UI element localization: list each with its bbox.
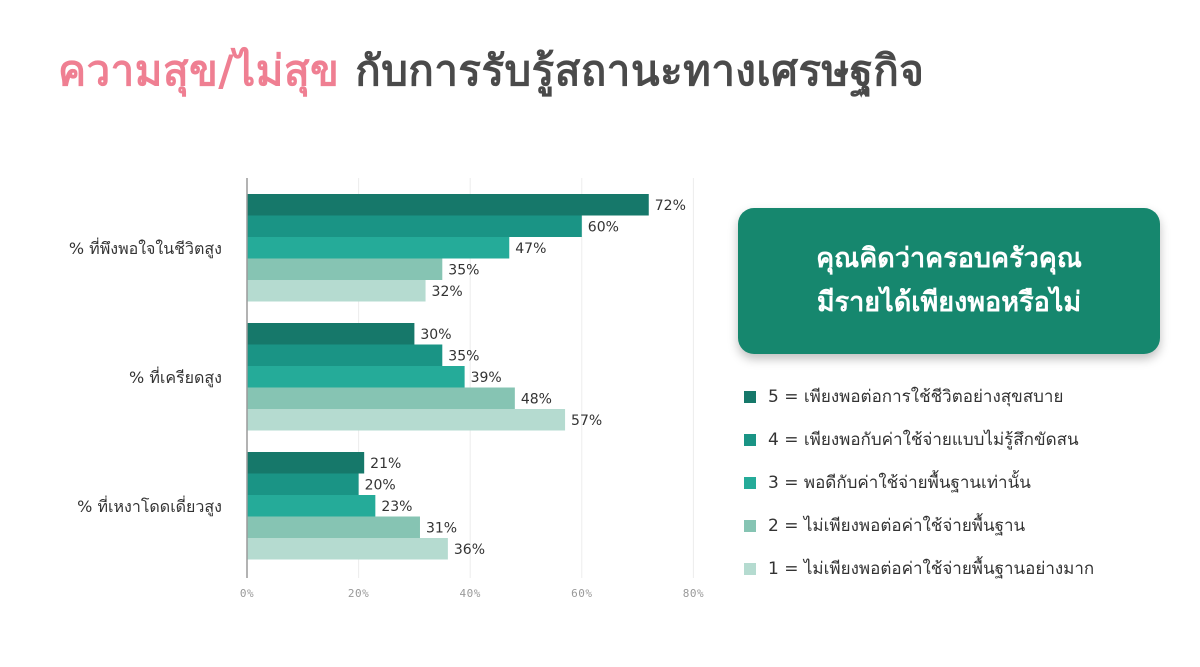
legend-label: 5 = เพียงพอต่อการใช้ชีวิตอย่างสุขสบาย	[768, 387, 1064, 407]
value-label: 60%	[588, 219, 619, 235]
x-tick-label: 60%	[571, 587, 592, 600]
x-tick-label: 80%	[683, 587, 704, 600]
bar	[247, 237, 510, 259]
category-label: % ที่เครียดสูง	[129, 366, 222, 388]
legend-item: 5 = เพียงพอต่อการใช้ชีวิตอย่างสุขสบาย	[744, 375, 1094, 418]
category-label: % ที่เหงาโดดเดี่ยวสูง	[77, 495, 222, 517]
x-tick-label: 20%	[348, 587, 369, 600]
value-label: 72%	[655, 198, 686, 214]
bar	[247, 452, 365, 474]
value-label: 35%	[448, 262, 479, 278]
x-tick-label: 40%	[460, 587, 481, 600]
value-label: 39%	[471, 370, 502, 386]
bar	[247, 215, 582, 237]
bar	[247, 516, 420, 538]
legend-swatch	[744, 433, 756, 446]
bar	[247, 538, 448, 560]
value-label: 21%	[370, 456, 401, 472]
legend-swatch	[744, 390, 756, 403]
legend-label: 3 = พอดีกับค่าใช้จ่ายพื้นฐานเท่านั้น	[768, 473, 1031, 493]
bar	[247, 323, 415, 345]
value-label: 36%	[454, 542, 485, 558]
chart-title: ความสุข/ไม่สุข กับการรับรู้สถานะทางเศรษฐก…	[58, 38, 924, 104]
legend-swatch	[744, 562, 756, 575]
bar	[247, 473, 359, 495]
legend-item: 3 = พอดีกับค่าใช้จ่ายพื้นฐานเท่านั้น	[744, 461, 1094, 504]
bar	[247, 495, 376, 517]
bar	[247, 280, 426, 302]
legend-label: 1 = ไม่เพียงพอต่อค่าใช้จ่ายพื้นฐานอย่างม…	[768, 559, 1095, 579]
bar	[247, 194, 649, 216]
title-highlight: ความสุข/ไม่สุข	[58, 46, 340, 95]
value-label: 35%	[448, 348, 479, 364]
value-label: 32%	[432, 284, 463, 300]
bar	[247, 387, 515, 409]
value-label: 57%	[571, 413, 602, 429]
legend-swatch	[744, 476, 756, 489]
title-rest: กับการรับรู้สถานะทางเศรษฐกิจ	[355, 46, 925, 95]
legend-item: 1 = ไม่เพียงพอต่อค่าใช้จ่ายพื้นฐานอย่างม…	[744, 547, 1094, 590]
bar	[247, 258, 443, 280]
value-label: 23%	[381, 499, 412, 515]
bar	[247, 409, 566, 431]
category-label: % ที่พึงพอใจในชีวิตสูง	[69, 237, 222, 259]
value-label: 48%	[521, 391, 552, 407]
legend: 5 = เพียงพอต่อการใช้ชีวิตอย่างสุขสบาย 4 =…	[744, 375, 1094, 590]
legend-label: 4 = เพียงพอกับค่าใช้จ่ายแบบไม่รู้สึกขัดส…	[768, 430, 1079, 450]
value-label: 20%	[365, 477, 396, 493]
callout-line-2: มีรายได้เพียงพอหรือไม่	[816, 287, 1082, 318]
legend-label: 2 = ไม่เพียงพอต่อค่าใช้จ่ายพื้นฐาน	[768, 516, 1026, 536]
legend-swatch	[744, 519, 756, 532]
callout-line-1: คุณคิดว่าครอบครัวคุณ	[816, 243, 1082, 274]
question-callout: คุณคิดว่าครอบครัวคุณ มีรายได้เพียงพอหรือ…	[738, 208, 1160, 354]
legend-item: 2 = ไม่เพียงพอต่อค่าใช้จ่ายพื้นฐาน	[744, 504, 1094, 547]
value-label: 47%	[515, 241, 546, 257]
bar	[247, 366, 465, 388]
value-label: 31%	[426, 520, 457, 536]
bar	[247, 344, 443, 366]
bar-chart: 72% 30% 21% 60% 35% 20% 47% 39% 23% 35% 48% 31% 32% 5…	[69, 178, 704, 600]
value-label: 30%	[420, 327, 451, 343]
x-tick-label: 0%	[240, 587, 254, 600]
legend-item: 4 = เพียงพอกับค่าใช้จ่ายแบบไม่รู้สึกขัดส…	[744, 418, 1094, 461]
